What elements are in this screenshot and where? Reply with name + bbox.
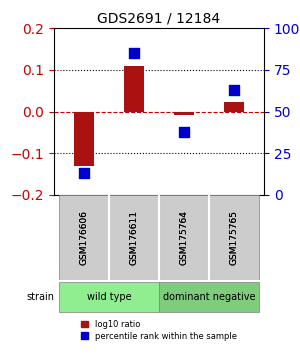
Bar bbox=[124, 66, 144, 112]
Text: GSM175765: GSM175765 bbox=[230, 210, 238, 265]
Bar bbox=[74, 112, 94, 166]
Text: strain: strain bbox=[26, 292, 54, 302]
Text: GSM176606: GSM176606 bbox=[80, 210, 88, 265]
Text: GSM175764: GSM175764 bbox=[179, 210, 188, 265]
Point bbox=[182, 129, 186, 134]
Text: GSM176611: GSM176611 bbox=[130, 210, 139, 265]
Point bbox=[82, 170, 86, 176]
Point bbox=[232, 87, 236, 93]
Text: GSM176606: GSM176606 bbox=[80, 210, 88, 265]
Text: dominant negative: dominant negative bbox=[163, 292, 255, 302]
Bar bbox=[174, 112, 194, 115]
FancyBboxPatch shape bbox=[159, 195, 209, 280]
Text: GSM175765: GSM175765 bbox=[230, 210, 238, 265]
Legend: log10 ratio, percentile rank within the sample: log10 ratio, percentile rank within the … bbox=[81, 320, 237, 341]
FancyBboxPatch shape bbox=[109, 195, 159, 280]
Text: GSM176611: GSM176611 bbox=[130, 210, 139, 265]
FancyBboxPatch shape bbox=[159, 282, 259, 312]
Title: GDS2691 / 12184: GDS2691 / 12184 bbox=[98, 12, 220, 26]
FancyBboxPatch shape bbox=[59, 282, 159, 312]
Bar bbox=[224, 102, 244, 112]
Text: GSM175764: GSM175764 bbox=[179, 210, 188, 265]
Point bbox=[132, 51, 136, 56]
FancyBboxPatch shape bbox=[59, 195, 109, 280]
FancyBboxPatch shape bbox=[209, 195, 259, 280]
Text: wild type: wild type bbox=[87, 292, 131, 302]
